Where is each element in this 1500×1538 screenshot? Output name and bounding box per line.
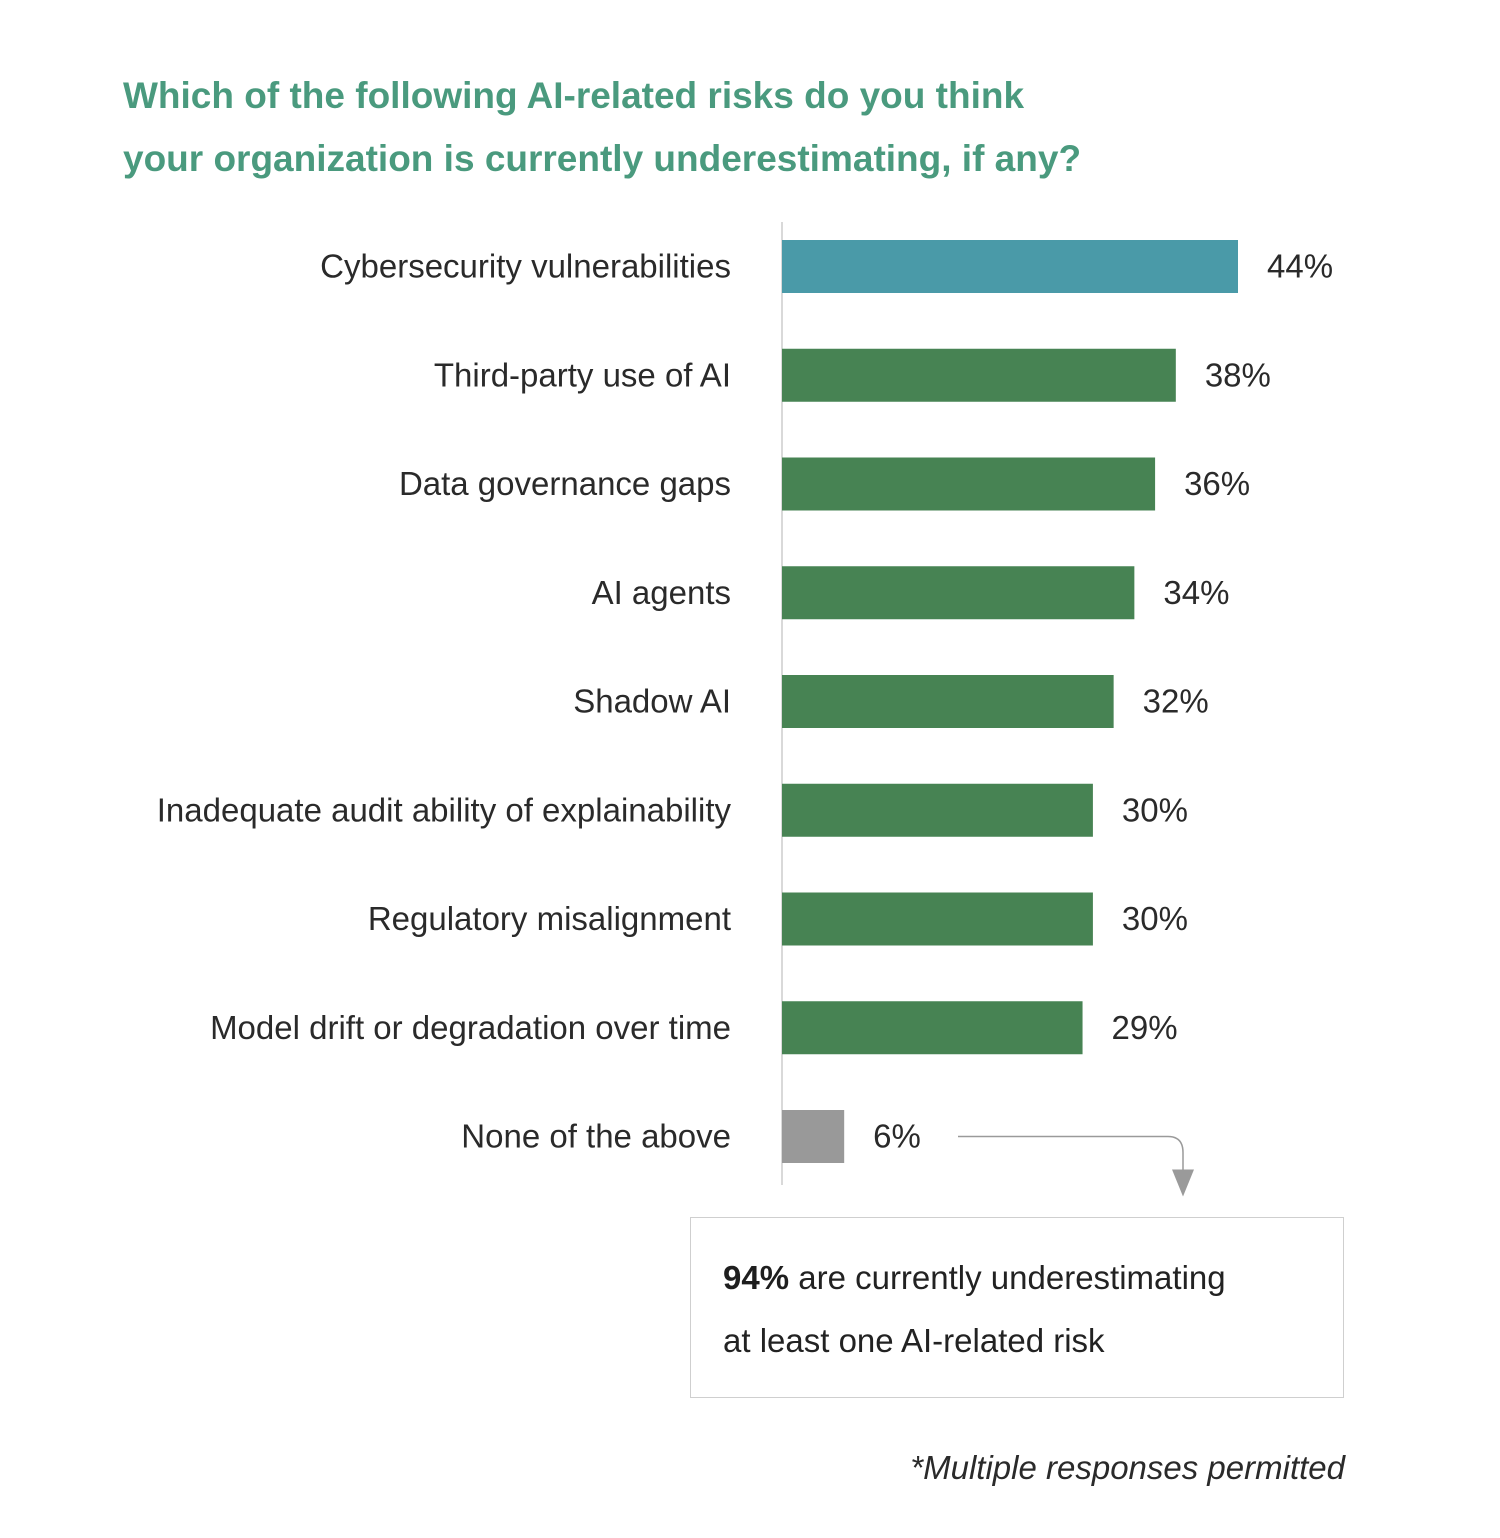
category-label: Data governance gaps (399, 465, 731, 502)
bar (782, 1001, 1083, 1055)
category-label: Third-party use of AI (434, 356, 731, 393)
value-label: 32% (1143, 683, 1209, 720)
value-label: 44% (1267, 248, 1333, 285)
chart-title-line-1: Which of the following AI-related risks … (123, 75, 1025, 116)
value-label: 6% (873, 1118, 921, 1155)
category-label: AI agents (592, 574, 731, 611)
callout-text-line-2: at least one AI-related risk (723, 1322, 1105, 1359)
bar (782, 675, 1114, 728)
value-label: 34% (1163, 574, 1229, 611)
category-label: Regulatory misalignment (368, 900, 731, 937)
bar (782, 240, 1238, 293)
value-label: 38% (1205, 356, 1271, 393)
callout-text-line-1: are currently underestimating (789, 1259, 1226, 1296)
category-label: None of the above (461, 1118, 731, 1155)
bar (782, 348, 1176, 402)
category-label: Inadequate audit ability of explainabili… (157, 791, 732, 828)
category-label: Model drift or degradation over time (210, 1009, 731, 1046)
bar (782, 892, 1093, 946)
category-label: Shadow AI (573, 683, 731, 720)
arrow-head-icon (1172, 1169, 1194, 1197)
chart-title-line-2: your organization is currently underesti… (123, 138, 1082, 179)
value-label: 30% (1122, 900, 1188, 937)
connector-arrow-line (958, 1135, 1184, 1177)
chart-title: Which of the following AI-related risks … (123, 64, 1273, 190)
bar-chart: Cybersecurity vulnerabilities 44% Third-pa… (157, 222, 1333, 1197)
category-label: Cybersecurity vulnerabilities (320, 248, 731, 285)
bar (782, 566, 1135, 620)
bar (782, 457, 1156, 511)
value-label: 36% (1184, 465, 1250, 502)
value-label: 30% (1122, 791, 1188, 828)
bar (782, 1110, 845, 1163)
callout-text: 94% are currently underestimating at leas… (723, 1246, 1323, 1372)
callout-highlight: 94% (723, 1259, 790, 1296)
value-label: 29% (1112, 1009, 1178, 1046)
footnote: *Multiple responses permitted (910, 1449, 1345, 1486)
summary-callout: 94% are currently underestimating at leas… (690, 1217, 1344, 1398)
bar (782, 783, 1093, 837)
